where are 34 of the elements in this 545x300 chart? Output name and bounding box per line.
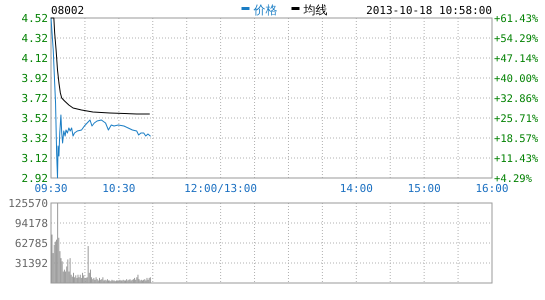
y2-tick-label: +47.14% (494, 53, 539, 66)
y-tick-label: 3.72 (22, 92, 48, 105)
legend-label: 价格 (252, 3, 278, 17)
y-tick-label: 62785 (14, 237, 48, 250)
y-tick-label: 31392 (14, 257, 48, 270)
x-tick-label: 14:00 (340, 182, 373, 195)
x-tick-label: 10:30 (102, 182, 136, 195)
line-series (50, 18, 150, 114)
y-tick-label: 3.52 (22, 112, 48, 125)
y2-tick-label: +4.29% (494, 173, 533, 185)
y2-tick-label: +11.43% (494, 153, 539, 166)
y-tick-label: 4.32 (22, 32, 48, 45)
y-tick-label: 2.92 (22, 172, 48, 185)
y2-tick-label: +61.43% (494, 13, 539, 25)
y-tick-label: 3.92 (22, 72, 48, 85)
legend-label: 均线 (302, 3, 328, 17)
x-tick-label: 16:00 (475, 182, 509, 195)
chart-title: 08002 (51, 4, 84, 17)
x-tick-label: 09:30 (34, 182, 68, 195)
y-tick-label: 3.32 (22, 132, 48, 145)
y2-tick-label: +18.57% (494, 133, 539, 146)
text: 2013-10-18 10:58:00 (366, 4, 492, 17)
y-tick-label: 125570 (8, 197, 48, 210)
y2-tick-label: +40.00% (494, 73, 539, 86)
y2-tick-label: +32.86% (494, 93, 539, 105)
x-tick-label: 12:00/13:00 (184, 182, 258, 195)
y-tick-label: 3.12 (22, 152, 48, 165)
x-tick-label: 15:00 (408, 182, 441, 195)
y2-tick-label: +25.71% (494, 113, 539, 126)
line-series (50, 18, 151, 178)
y-tick-label: 94178 (14, 217, 48, 230)
y-tick-label: 4.12 (22, 52, 48, 65)
y-tick-label: 4.52 (22, 12, 48, 25)
y2-tick-label: +54.29% (494, 32, 539, 45)
